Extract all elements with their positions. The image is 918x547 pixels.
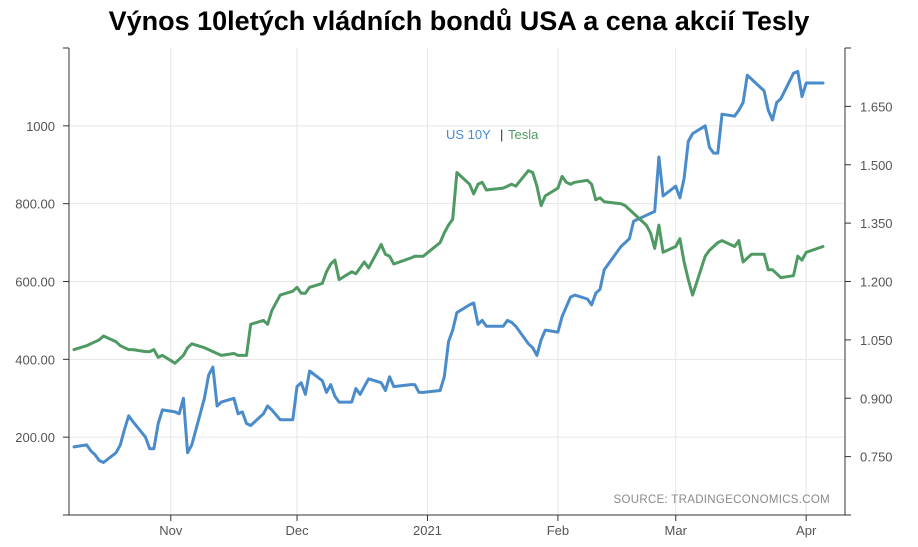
x-axis-ticks: Nov Dec 2021 Feb Mar Apr bbox=[159, 515, 817, 538]
x-tick-label: Nov bbox=[159, 523, 183, 538]
left-tick-label: 200.00 bbox=[15, 430, 55, 445]
x-tick-label: 2021 bbox=[413, 523, 442, 538]
right-tick-label: 0.750 bbox=[860, 450, 893, 465]
right-tick-label: 0.900 bbox=[860, 391, 893, 406]
grid bbox=[69, 48, 845, 515]
right-tick-label: 1.500 bbox=[860, 158, 893, 173]
legend-us10y[interactable]: US 10Y bbox=[446, 127, 491, 142]
right-tick-label: 1.350 bbox=[860, 216, 893, 231]
series-lines bbox=[72, 69, 825, 464]
legend-tesla[interactable]: Tesla bbox=[508, 127, 539, 142]
left-axis-ticks: 200.00 400.00 600.00 800.00 1000 bbox=[15, 47, 69, 516]
chart-title: Výnos 10letých vládních bondů USA a cena… bbox=[108, 6, 810, 36]
right-tick-label: 1.650 bbox=[860, 99, 893, 114]
x-tick-label: Apr bbox=[796, 523, 817, 538]
source-label: SOURCE: TRADINGECONOMICS.COM bbox=[614, 494, 830, 506]
left-tick-label: 800.00 bbox=[15, 197, 55, 212]
left-tick-label: 400.00 bbox=[15, 352, 55, 367]
left-tick-label: 600.00 bbox=[15, 275, 55, 290]
legend-separator: | bbox=[500, 127, 503, 142]
right-axis-ticks: 0.750 0.900 1.050 1.200 1.350 1.500 1.650 bbox=[845, 47, 893, 516]
right-tick-label: 1.200 bbox=[860, 275, 893, 290]
x-tick-label: Mar bbox=[665, 523, 688, 538]
x-tick-label: Feb bbox=[547, 523, 569, 538]
left-tick-label: 1000 bbox=[26, 119, 55, 134]
right-tick-label: 1.050 bbox=[860, 333, 893, 348]
tesla-line bbox=[72, 169, 825, 365]
x-tick-label: Dec bbox=[285, 523, 309, 538]
us10y-line bbox=[72, 69, 825, 464]
